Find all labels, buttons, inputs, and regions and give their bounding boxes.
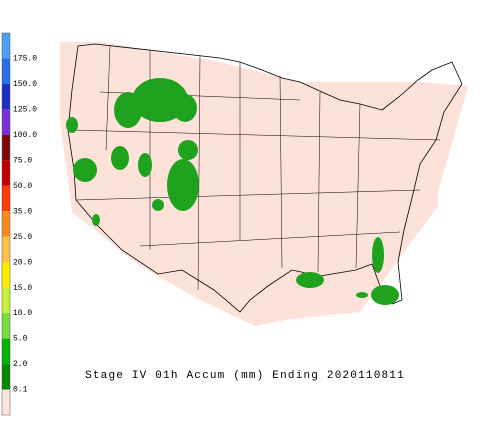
legend-label: 15.0 (13, 284, 32, 293)
legend-frame (1, 32, 11, 416)
map-title: Stage IV 01h Accum (mm) Ending 202011081… (85, 370, 405, 382)
legend-swatch (2, 160, 10, 186)
state-lines (71, 45, 441, 291)
legend-label: 25.0 (13, 233, 32, 242)
precip-areas (66, 78, 399, 305)
legend-label: 75.0 (13, 156, 32, 165)
legend-label: 10.0 (13, 309, 32, 318)
country-outline (67, 43, 463, 313)
legend-swatch (2, 364, 10, 390)
legend-label: 20.0 (13, 258, 32, 267)
legend-label: 35.0 (13, 207, 32, 216)
legend: 175.0 150.0 125.0 100.0 75.0 50.0 35.0 25.0 20.0… (1, 32, 37, 416)
legend-swatch (2, 389, 10, 415)
legend-swatch (2, 33, 10, 59)
legend-swatch (2, 58, 10, 84)
legend-swatch (2, 236, 10, 263)
legend-label: 100.0 (13, 131, 37, 140)
legend-swatch (2, 287, 10, 314)
legend-swatch (2, 211, 10, 237)
legend-swatch (2, 134, 10, 161)
legend-label: 175.0 (13, 55, 37, 64)
legend-swatch (2, 338, 10, 365)
legend-label: 0.1 (13, 386, 28, 395)
legend-swatch (2, 313, 10, 339)
legend-label: 125.0 (13, 106, 37, 115)
legend-swatch (2, 185, 10, 212)
legend-label: 5.0 (13, 335, 28, 344)
legend-swatch (2, 109, 10, 135)
legend-label: 2.0 (13, 360, 28, 369)
legend-label: 50.0 (13, 182, 32, 191)
legend-label: 150.0 (13, 80, 37, 89)
legend-swatch (2, 83, 10, 110)
legend-swatch (2, 262, 10, 288)
